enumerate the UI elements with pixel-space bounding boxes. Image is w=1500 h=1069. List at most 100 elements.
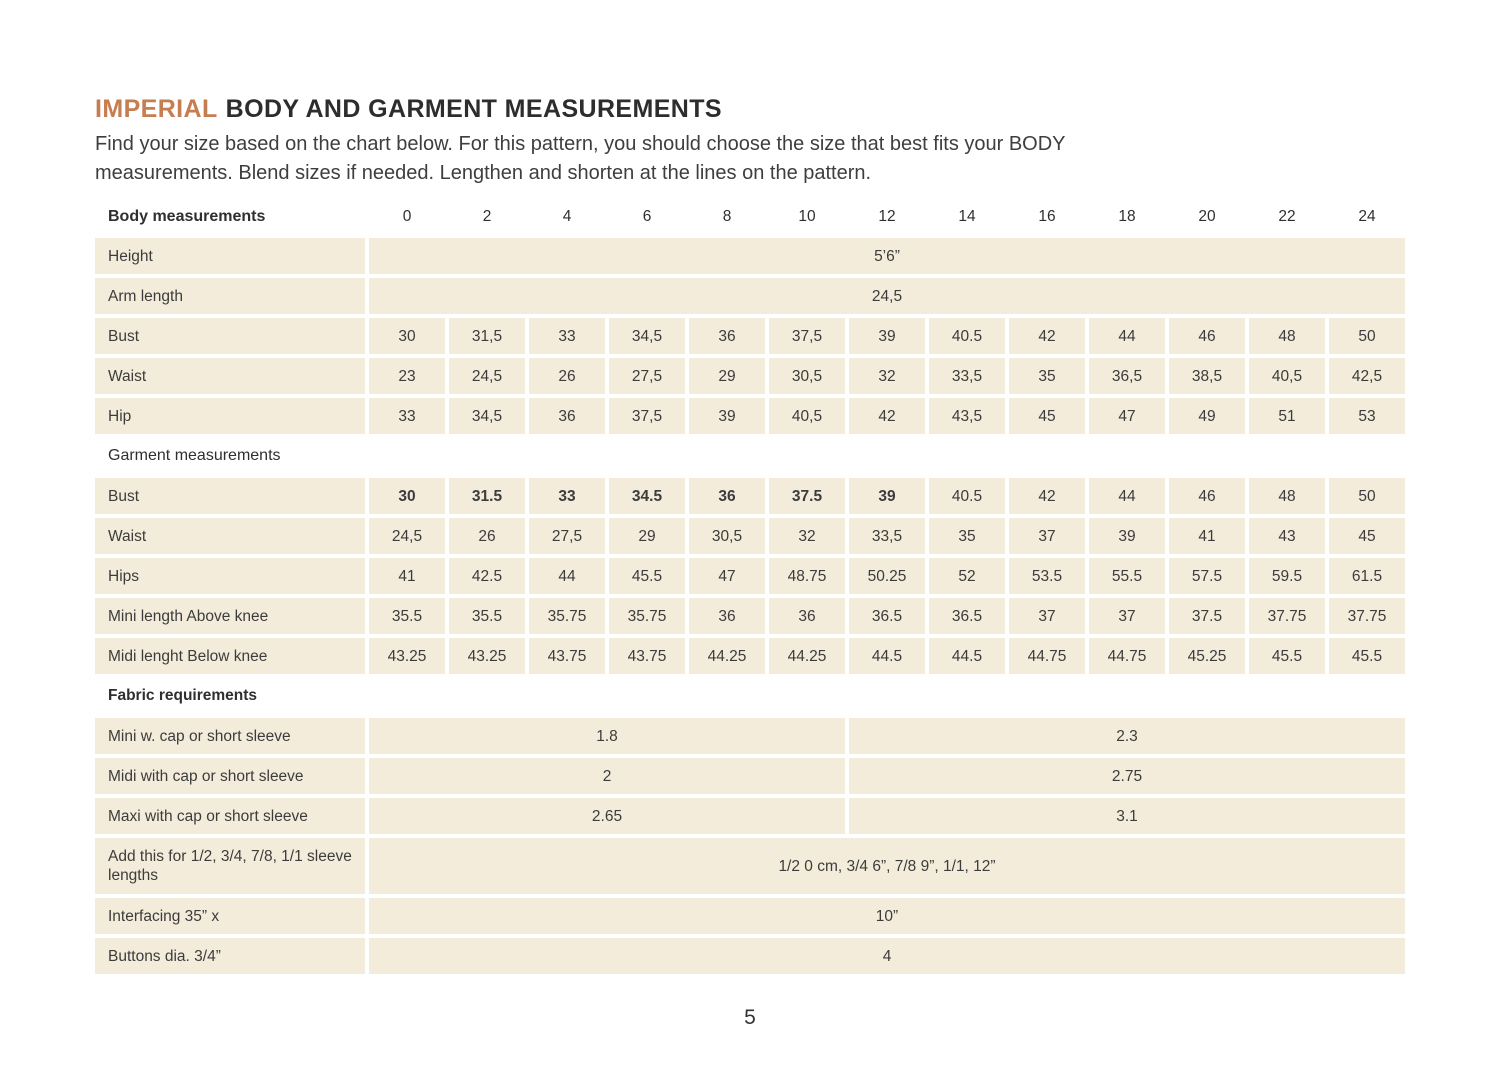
- table-cell: 44.75: [1009, 638, 1085, 674]
- size-column-header: 12: [878, 208, 896, 225]
- table-cell: 30,5: [689, 518, 765, 554]
- header-block: IMPERIAL BODY AND GARMENT MEASUREMENTS Fi…: [95, 94, 1410, 188]
- table-cell: 10”: [369, 898, 1405, 934]
- row-label: Hips: [95, 558, 365, 594]
- table-cell: 34,5: [449, 398, 525, 434]
- table-cell: 37: [1009, 518, 1085, 554]
- table-cell: 31.5: [449, 478, 525, 514]
- table-cell: 43.75: [609, 638, 685, 674]
- table-cell: 2.3: [849, 718, 1405, 754]
- table-cell: 31,5: [449, 318, 525, 354]
- table-cell: 37,5: [769, 318, 845, 354]
- row-label: Bust: [95, 318, 365, 354]
- table-cell: 24,5: [369, 518, 445, 554]
- table-cell: 29: [689, 358, 765, 394]
- row-label: Hip: [95, 398, 365, 434]
- table-cell: 45.5: [1249, 638, 1325, 674]
- table-cell: 49: [1169, 398, 1245, 434]
- table-cell: 61.5: [1329, 558, 1405, 594]
- table-cell: 34.5: [609, 478, 685, 514]
- table-cell: 38,5: [1169, 358, 1245, 394]
- size-column-header: 24: [1358, 208, 1376, 225]
- table-cell: 32: [849, 358, 925, 394]
- table-cell: 45: [1009, 398, 1085, 434]
- table-cell: 36,5: [1089, 358, 1165, 394]
- table-cell: 42.5: [449, 558, 525, 594]
- table-cell: 33: [529, 478, 605, 514]
- table-cell: 4: [369, 938, 1405, 974]
- table-cell: 26: [529, 358, 605, 394]
- table-cell: 30: [369, 318, 445, 354]
- table-cell: 42: [1009, 318, 1085, 354]
- page-title: IMPERIAL BODY AND GARMENT MEASUREMENTS: [95, 94, 1410, 124]
- table-cell: 36.5: [849, 598, 925, 634]
- table-cell: 44: [529, 558, 605, 594]
- size-column-header: 8: [722, 208, 732, 225]
- row-label: Interfacing 35” x: [95, 898, 365, 934]
- table-cell: 39: [849, 318, 925, 354]
- size-column-header: 4: [562, 208, 572, 225]
- table-cell: 32: [769, 518, 845, 554]
- size-column-header: 0: [402, 208, 412, 225]
- size-column-header: 14: [958, 208, 976, 225]
- table-cell: 57.5: [1169, 558, 1245, 594]
- table-cell: 45.5: [609, 558, 685, 594]
- table-cell: 46: [1169, 478, 1245, 514]
- table-cell: 36: [689, 598, 765, 634]
- table-cell: 48: [1249, 318, 1325, 354]
- table-cell: 48.75: [769, 558, 845, 594]
- table-cell: 23: [369, 358, 445, 394]
- table-cell: 3.1: [849, 798, 1405, 834]
- size-column-header: 6: [642, 208, 652, 225]
- size-column-header: 18: [1118, 208, 1136, 225]
- table-cell: 37,5: [609, 398, 685, 434]
- table-cell: 33: [529, 318, 605, 354]
- row-label: Bust: [95, 478, 365, 514]
- table-cell: 36: [689, 478, 765, 514]
- row-label: Height: [95, 238, 365, 274]
- row-label: Midi lenght Below knee: [95, 638, 365, 674]
- row-label: Waist: [95, 358, 365, 394]
- table-cell: 44: [1089, 318, 1165, 354]
- table-cell: 27,5: [609, 358, 685, 394]
- section-header: Garment measurements: [108, 447, 281, 464]
- size-column-header: 22: [1278, 208, 1296, 225]
- table-cell: 33,5: [929, 358, 1005, 394]
- table-cell: 59.5: [1249, 558, 1325, 594]
- row-label: Mini w. cap or short sleeve: [95, 718, 365, 754]
- table-cell: 29: [609, 518, 685, 554]
- table-cell: 45.5: [1329, 638, 1405, 674]
- table-cell: 35.5: [449, 598, 525, 634]
- table-cell: 52: [929, 558, 1005, 594]
- table-cell: 43: [1249, 518, 1325, 554]
- table-cell: 45.25: [1169, 638, 1245, 674]
- table-cell: 48: [1249, 478, 1325, 514]
- table-cell: 53: [1329, 398, 1405, 434]
- table-cell: 37: [1089, 598, 1165, 634]
- table-cell: 43,5: [929, 398, 1005, 434]
- table-cell: 39: [1089, 518, 1165, 554]
- table-cell: 24,5: [369, 278, 1405, 314]
- row-label: Buttons dia. 3/4”: [95, 938, 365, 974]
- table-cell: 37.5: [1169, 598, 1245, 634]
- table-cell: 40.5: [929, 318, 1005, 354]
- table-cell: 2.75: [849, 758, 1405, 794]
- table-cell: 50: [1329, 318, 1405, 354]
- row-label: Mini length Above knee: [95, 598, 365, 634]
- table-cell: 47: [1089, 398, 1165, 434]
- page-title-rest: BODY AND GARMENT MEASUREMENTS: [225, 95, 722, 123]
- table-cell: 37: [1009, 598, 1085, 634]
- table-header-label: Body measurements: [108, 208, 266, 225]
- row-label: Add this for 1/2, 3/4, 7/8, 1/1 sleeve l…: [95, 838, 365, 894]
- table-cell: 33,5: [849, 518, 925, 554]
- page-number: 5: [744, 1006, 756, 1029]
- row-label: Maxi with cap or short sleeve: [95, 798, 365, 834]
- table-cell: 1/2 0 cm, 3/4 6”, 7/8 9”, 1/1, 12”: [369, 838, 1405, 894]
- section-header: Fabric requirements: [108, 687, 258, 704]
- table-cell: 36: [769, 598, 845, 634]
- table-cell: 47: [689, 558, 765, 594]
- size-column-header: 2: [482, 208, 492, 225]
- table-cell: 35: [1009, 358, 1085, 394]
- table-cell: 53.5: [1009, 558, 1085, 594]
- table-cell: 44.25: [769, 638, 845, 674]
